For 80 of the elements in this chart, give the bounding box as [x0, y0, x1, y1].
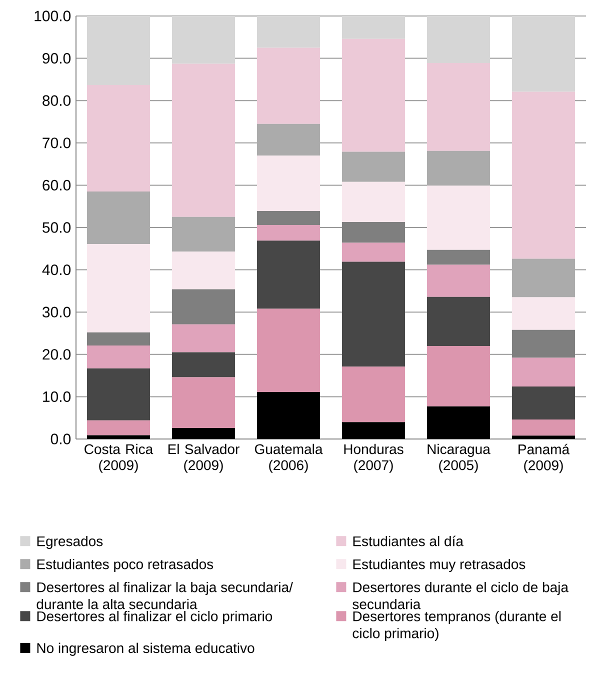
bar	[172, 252, 235, 290]
bar	[172, 16, 235, 64]
y-tick-label: 60.0	[42, 180, 70, 191]
bar	[426, 186, 490, 250]
bar	[86, 244, 150, 332]
bar	[512, 358, 575, 387]
bar	[426, 150, 490, 186]
bar	[342, 38, 405, 152]
bar	[342, 16, 405, 39]
x-tick-label: Panamá (2009)	[518, 444, 570, 474]
bar	[256, 156, 320, 212]
y-tick-label: 50.0	[42, 222, 70, 233]
legend-label: Desertores tempranos (durante el ciclo primario)	[352, 610, 560, 642]
bar	[86, 16, 150, 85]
bar	[86, 368, 150, 420]
bar	[256, 308, 320, 392]
y-tick-label: 100.0	[34, 10, 70, 22]
legend-label: Estudiantes muy retrasados	[353, 558, 526, 572]
legend-label: Desertores al finalizar la baja secundaria/ durante la alta secundaria	[36, 582, 293, 610]
bar	[86, 420, 150, 436]
bar	[426, 346, 490, 406]
bar	[512, 258, 575, 298]
bar	[86, 84, 150, 192]
bar	[426, 62, 490, 151]
bar	[256, 16, 320, 48]
legend-label: Desertores al finalizar el ciclo primario	[37, 610, 272, 624]
bar	[172, 324, 235, 352]
bar	[172, 352, 235, 378]
y-tick-label: 40.0	[42, 264, 70, 276]
legend-label: Desertores durante el ciclo de baja secundaria	[352, 582, 568, 610]
x-tick-label: El Salvador (2009)	[168, 444, 240, 473]
bar	[256, 224, 320, 241]
bar	[512, 386, 575, 420]
bar	[256, 48, 320, 124]
bar	[342, 182, 405, 222]
bar	[512, 16, 575, 92]
bar	[512, 420, 575, 436]
bar	[256, 211, 320, 225]
y-tick-label: 30.0	[42, 306, 70, 318]
bar	[256, 392, 320, 439]
y-tick-label: 10.0	[43, 391, 70, 402]
bar	[342, 222, 405, 243]
y-tick-label: 0.0	[50, 434, 70, 444]
x-tick-label: Guatemala (2006)	[254, 444, 323, 473]
bar	[172, 289, 235, 324]
bar	[342, 422, 405, 439]
bar	[256, 240, 320, 309]
x-tick-label: Costa Rica (2009)	[84, 444, 154, 473]
bar	[342, 242, 405, 262]
bar	[512, 330, 575, 358]
legend-label: Egresados	[37, 536, 103, 549]
bar	[172, 64, 235, 217]
y-tick-label: 70.0	[42, 138, 70, 148]
bar	[342, 366, 405, 422]
bar	[512, 436, 575, 439]
bar	[342, 262, 405, 367]
bar	[426, 250, 490, 265]
bar	[426, 16, 490, 63]
bar	[426, 406, 490, 439]
y-tick-label: 80.0	[42, 95, 70, 106]
bar	[512, 297, 575, 330]
bar	[86, 435, 150, 439]
bar	[342, 152, 405, 182]
y-tick-label: 20.0	[42, 349, 70, 360]
x-tick-label: Nicaragua (2005)	[428, 444, 490, 473]
x-tick-label: Honduras (2007)	[344, 444, 404, 473]
legend-label: Estudiantes poco retrasados	[37, 558, 214, 572]
bar	[426, 296, 490, 346]
legend-label: Estudiantes al día	[353, 536, 464, 546]
bar	[512, 92, 575, 259]
bar	[86, 332, 150, 346]
bar	[172, 216, 235, 252]
bar	[86, 346, 150, 368]
bar	[172, 377, 235, 428]
bar	[256, 124, 320, 156]
bar	[426, 264, 490, 297]
legend-label: No ingresaron al sistema educativo	[37, 642, 254, 656]
bar	[172, 428, 235, 439]
bar	[86, 192, 150, 244]
y-tick-label: 90.0	[42, 52, 70, 64]
